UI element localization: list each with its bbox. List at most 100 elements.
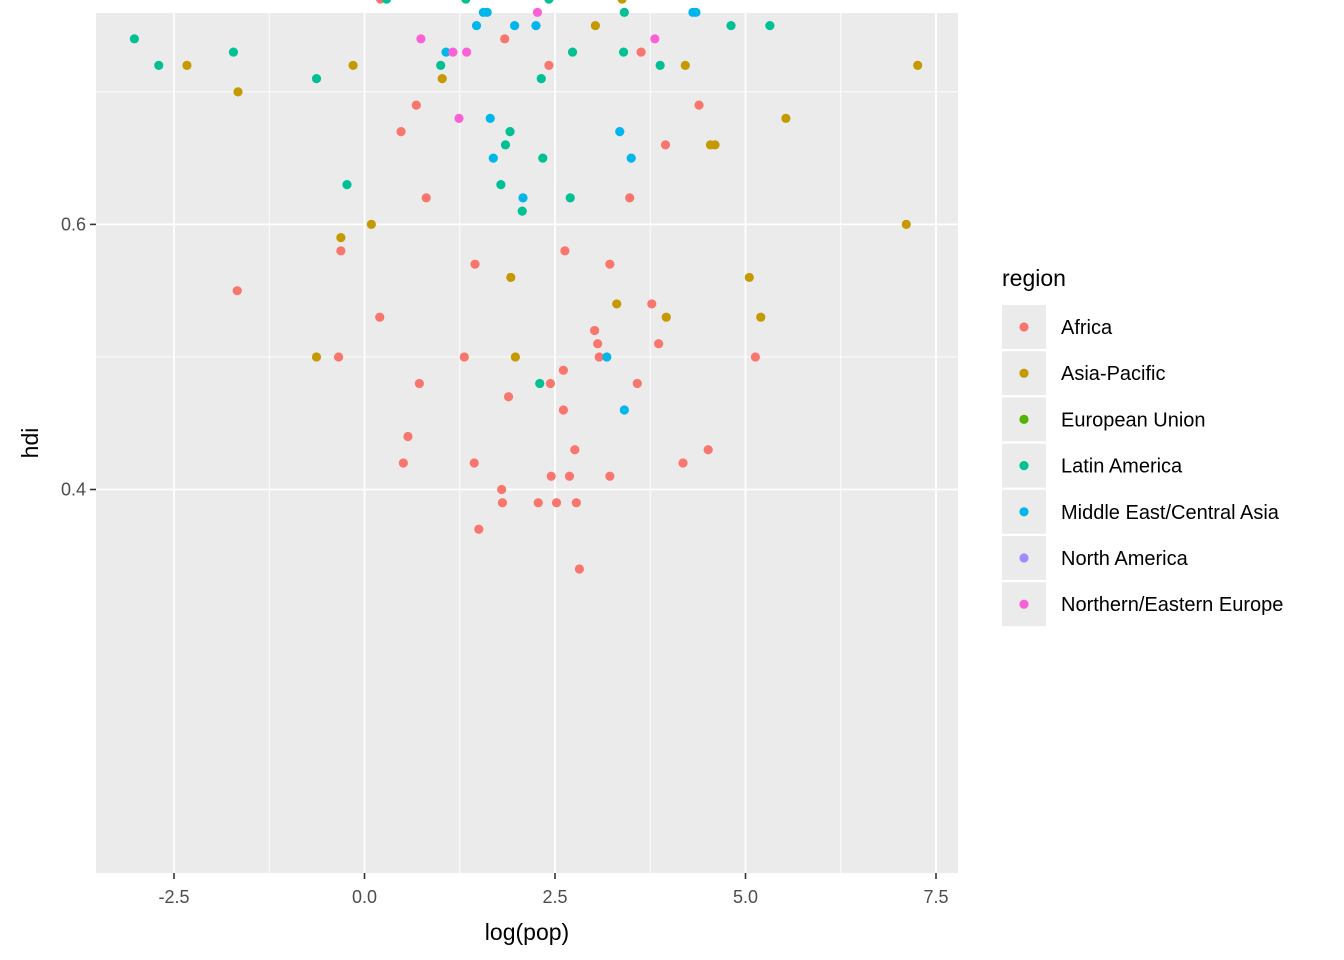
data-point — [518, 193, 528, 203]
legend-key-dot — [1019, 368, 1029, 378]
data-point — [546, 471, 556, 481]
data-point — [654, 339, 664, 349]
data-point — [416, 34, 426, 44]
data-point — [612, 299, 622, 309]
data-point — [333, 352, 344, 362]
data-point — [311, 352, 322, 362]
legend-key-dot — [1019, 461, 1029, 471]
data-point — [398, 458, 408, 468]
data-point — [615, 127, 625, 137]
data-point — [471, 20, 482, 31]
legend-items: Africa Asia-Pacific European Union Latin Am… — [1002, 305, 1283, 627]
data-point — [403, 431, 413, 442]
data-point — [474, 524, 484, 534]
data-point — [500, 34, 510, 44]
data-point — [593, 339, 603, 349]
data-point — [544, 0, 554, 4]
data-point — [154, 60, 164, 70]
data-point — [232, 286, 242, 296]
data-point — [233, 87, 243, 97]
data-point — [605, 259, 615, 269]
data-point — [469, 458, 479, 468]
data-point — [503, 392, 514, 402]
data-point — [182, 60, 192, 70]
data-point — [680, 60, 690, 70]
data-point — [505, 127, 515, 137]
data-point — [517, 206, 527, 216]
data-point — [560, 246, 570, 256]
legend-key-dot — [1019, 322, 1029, 332]
data-point — [459, 352, 469, 362]
legend-label: Asia-Pacific — [1061, 363, 1165, 385]
data-point — [348, 60, 358, 70]
data-point — [710, 140, 720, 150]
data-point — [441, 47, 451, 57]
data-point — [574, 564, 584, 574]
data-point — [510, 20, 520, 31]
x-tick-label: 7.5 — [923, 887, 948, 907]
data-point — [756, 312, 766, 322]
y-axis-ticks: 0.40.60.8 — [61, 214, 96, 500]
legend: region Africa Asia-Pacific European Union L… — [1002, 265, 1283, 627]
legend-key-dot — [1019, 599, 1029, 609]
x-tick-label: 0.0 — [352, 887, 377, 907]
data-point — [703, 445, 713, 455]
data-point — [382, 0, 392, 4]
data-point — [901, 219, 911, 229]
y-tick-label: 0.6 — [61, 214, 86, 234]
data-point — [694, 100, 704, 110]
data-point — [497, 498, 508, 508]
data-point — [533, 498, 543, 508]
y-axis-title: hdi — [17, 428, 43, 459]
data-point — [636, 47, 646, 57]
legend-label: Middle East/Central Asia — [1061, 502, 1280, 524]
data-point — [496, 180, 506, 190]
data-point — [488, 153, 498, 163]
data-point — [618, 47, 629, 57]
data-point — [311, 73, 322, 84]
data-point — [129, 34, 139, 44]
legend-label: Africa — [1061, 317, 1113, 339]
x-axis-title: log(pop) — [485, 919, 569, 945]
data-point — [619, 7, 629, 17]
legend-label: Latin America — [1061, 456, 1183, 478]
data-point — [744, 272, 754, 283]
data-point — [532, 7, 543, 17]
data-point — [691, 7, 701, 17]
data-point — [544, 60, 554, 70]
data-point — [647, 299, 657, 309]
data-point — [506, 272, 516, 283]
data-point — [567, 47, 578, 57]
data-point — [661, 312, 671, 322]
data-point — [510, 352, 520, 362]
data-point — [342, 180, 352, 190]
data-points — [129, 0, 923, 574]
data-point — [462, 47, 472, 57]
data-point — [558, 365, 568, 375]
data-point — [678, 458, 688, 468]
data-point — [650, 34, 660, 44]
data-point — [625, 193, 635, 203]
data-point — [617, 0, 627, 4]
data-point — [228, 47, 239, 57]
data-point — [366, 219, 376, 229]
data-point — [605, 471, 615, 481]
data-point — [454, 113, 464, 123]
data-point — [375, 312, 385, 322]
x-tick-label: 2.5 — [542, 887, 567, 907]
legend-label: Northern/Eastern Europe — [1061, 594, 1283, 616]
legend-label: North America — [1061, 548, 1189, 570]
data-point — [470, 259, 480, 269]
data-point — [461, 0, 471, 4]
data-point — [750, 352, 761, 362]
data-point — [551, 498, 562, 508]
data-point — [626, 153, 636, 163]
data-point — [590, 325, 600, 336]
data-point — [531, 20, 541, 31]
data-point — [485, 113, 495, 123]
data-point — [336, 233, 346, 243]
data-point — [602, 352, 612, 362]
data-point — [570, 445, 580, 455]
data-point — [558, 405, 568, 415]
